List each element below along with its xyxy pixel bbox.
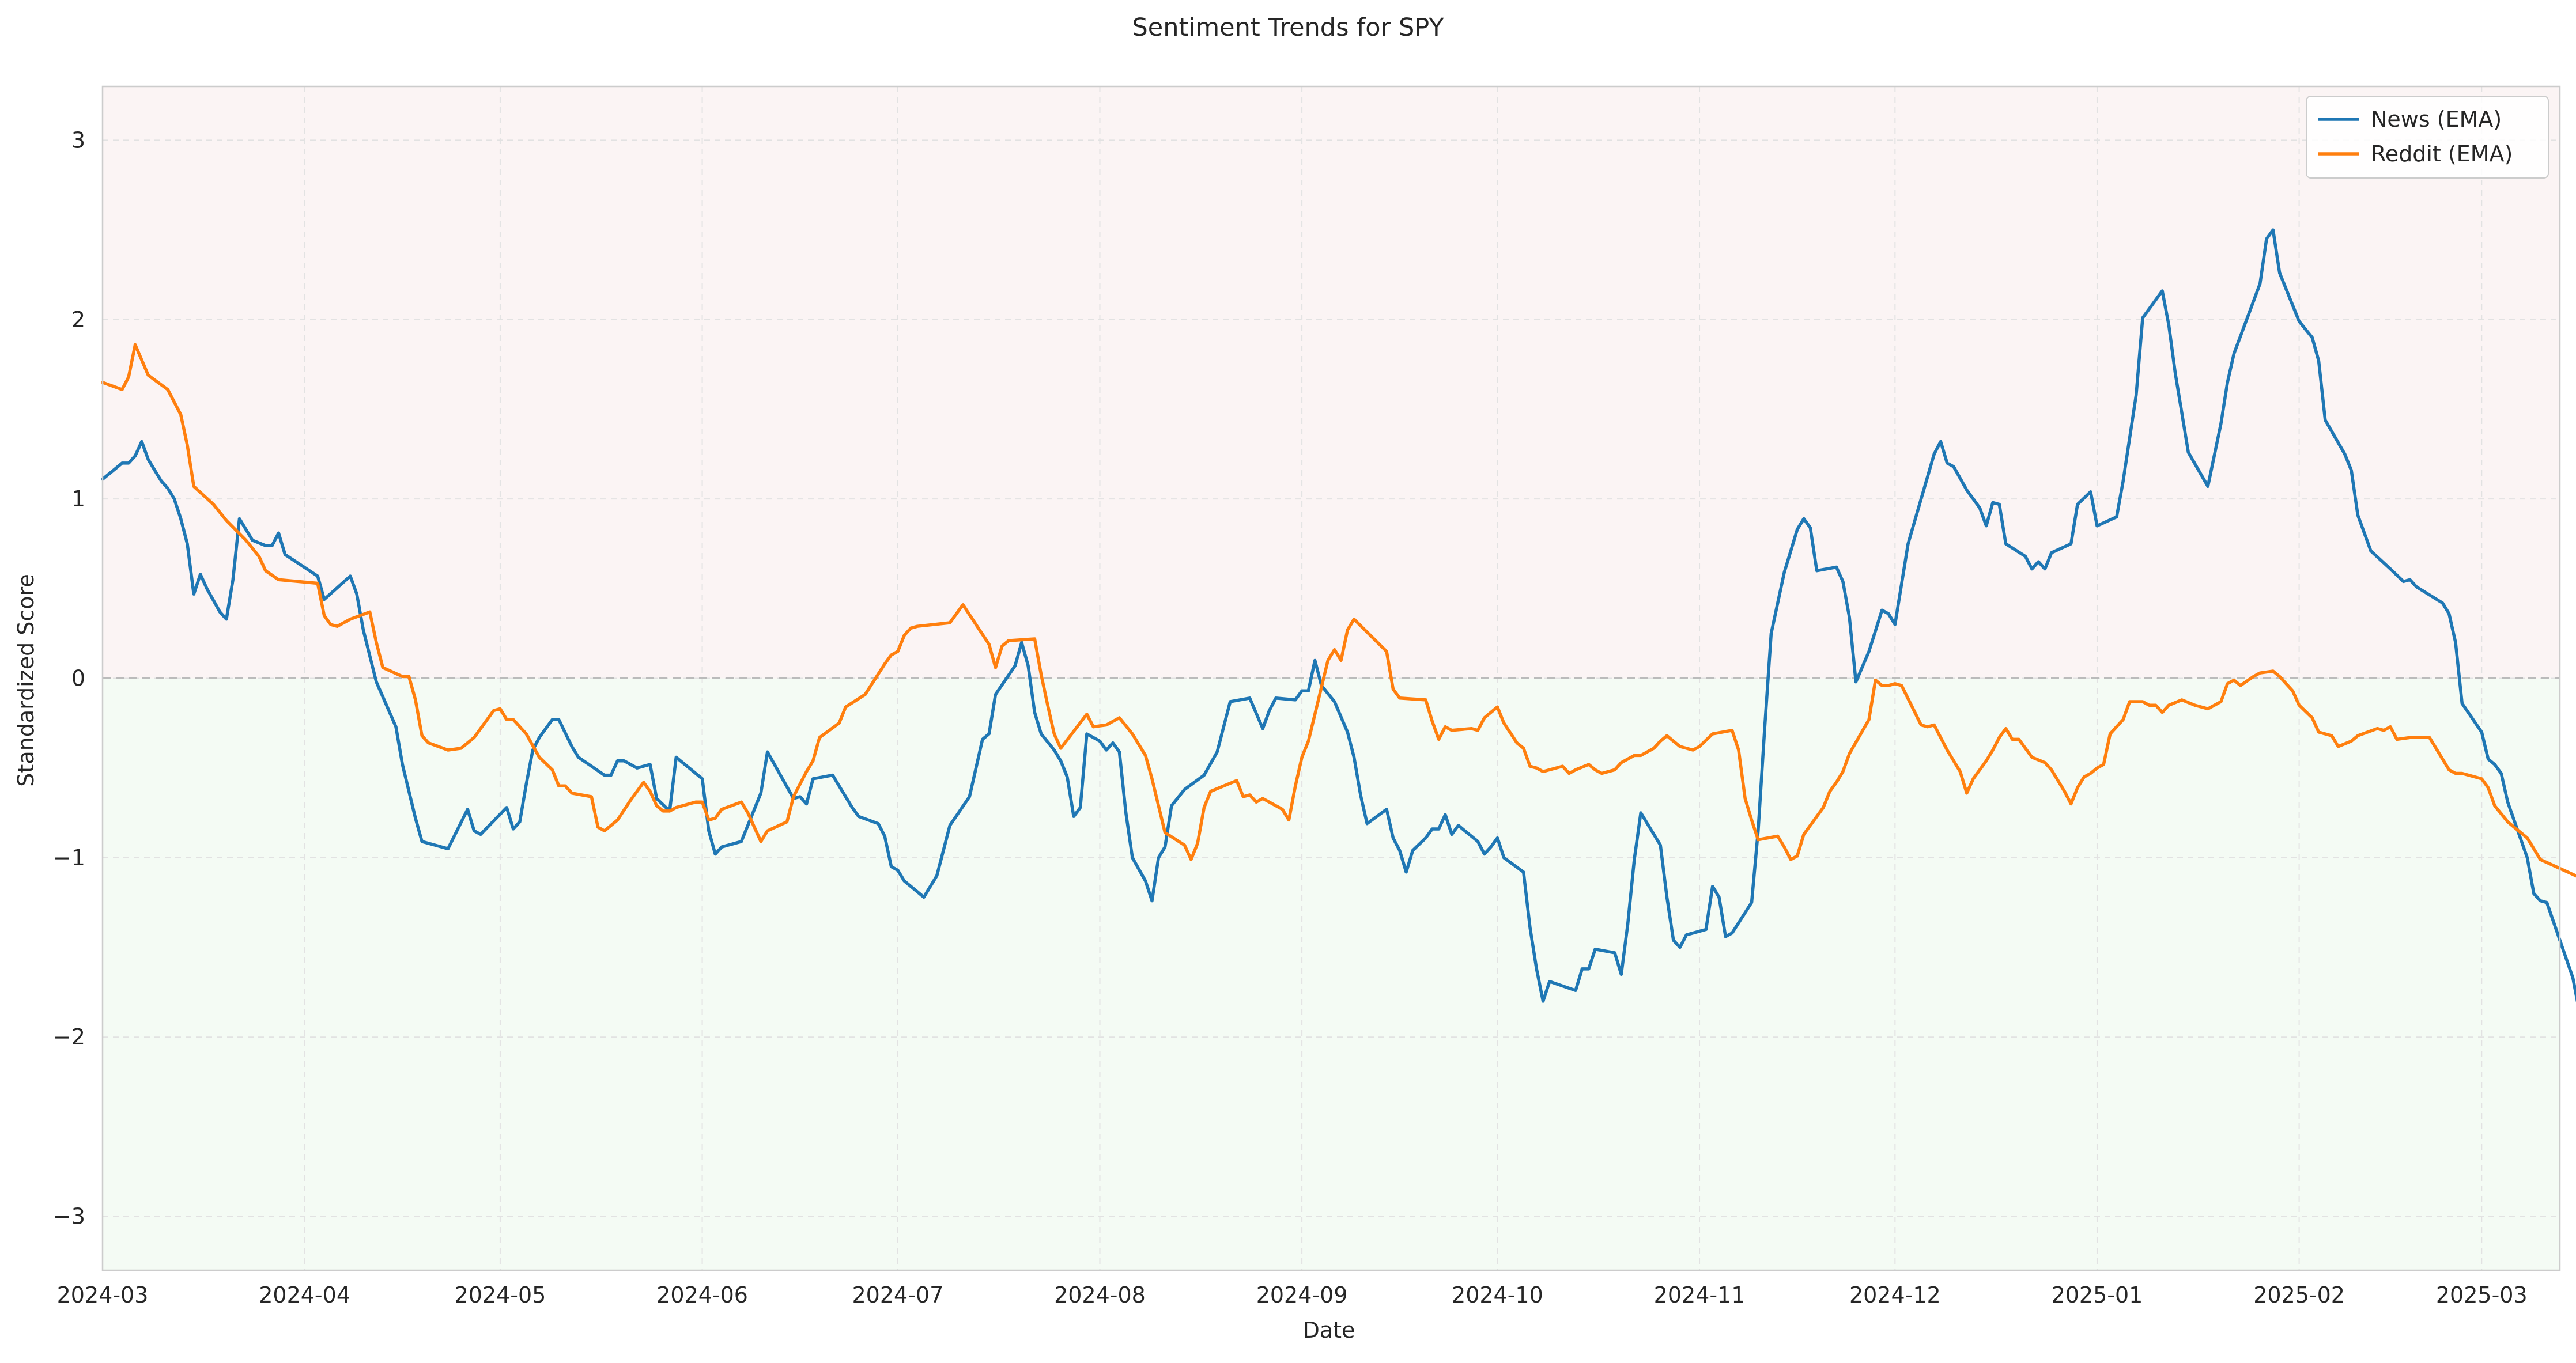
background-bands (103, 86, 2560, 1270)
positive-band (103, 86, 2560, 679)
plot-frame (101, 85, 2561, 1271)
y-tick-label: −1 (53, 845, 85, 870)
x-tick-label: 2025-01 (2052, 1282, 2143, 1308)
y-tick-label: 3 (71, 127, 85, 153)
y-tick-label: 1 (71, 486, 85, 512)
x-tick-label: 2025-03 (2436, 1282, 2528, 1308)
y-tick-label: −3 (53, 1204, 85, 1229)
y-tick-label: 0 (71, 666, 85, 691)
negative-band (103, 678, 2560, 1270)
x-tick-labels: 2024-03 2024-04 2024-05 2024-06 2024-07 2024-… (57, 1282, 2528, 1308)
x-tick-label: 2024-05 (455, 1282, 546, 1308)
legend-reddit-label: Reddit (EMA) (2371, 141, 2513, 166)
news-ema-line (101, 228, 2576, 1003)
y-axis-label: Standardized Score (13, 574, 39, 786)
x-tick-label: 2025-02 (2253, 1282, 2345, 1308)
x-tick-label: 2024-12 (1849, 1282, 1941, 1308)
x-tick-label: 2024-04 (259, 1282, 350, 1308)
x-tick-label: 2024-06 (656, 1282, 748, 1308)
legend-news-label: News (EMA) (2371, 107, 2502, 132)
y-tick-label: −2 (53, 1024, 85, 1050)
x-tick-label: 2024-10 (1452, 1282, 1543, 1308)
legend-box (2306, 96, 2549, 179)
x-tick-label: 2024-09 (1256, 1282, 1348, 1308)
series-lines (101, 228, 2576, 1003)
y-tick-label: 2 (71, 307, 85, 332)
x-tick-label: 2024-08 (1054, 1282, 1146, 1308)
chart-title: Sentiment Trends for SPY (1132, 13, 1444, 42)
x-tick-label: 2024-07 (852, 1282, 943, 1308)
y-tick-labels: 3 2 1 0 −1 −2 −3 (53, 127, 85, 1229)
x-tick-label: 2024-11 (1654, 1282, 1746, 1308)
reddit-ema-line (101, 343, 2576, 878)
legend: News (EMA) Reddit (EMA) (2306, 96, 2549, 179)
x-tick-label: 2024-03 (57, 1282, 149, 1308)
x-axis-label: Date (1303, 1317, 1355, 1343)
plot-border (101, 85, 2561, 1271)
